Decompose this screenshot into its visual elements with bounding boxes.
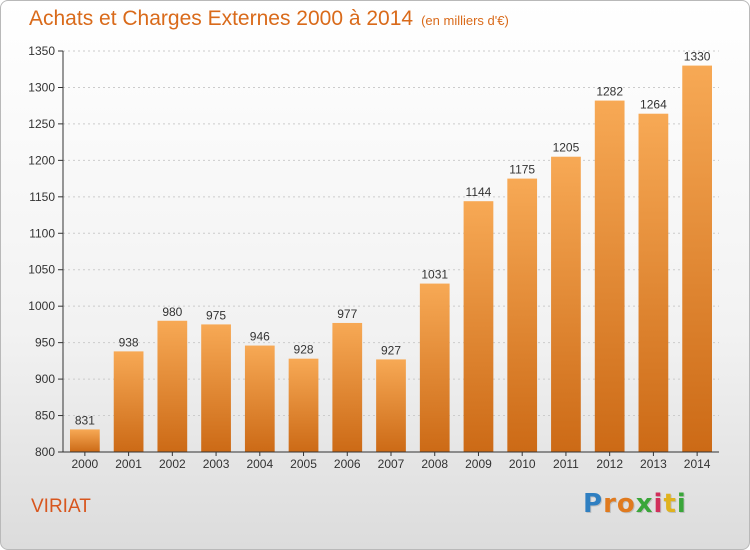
x-tick-label: 2005 [290, 457, 317, 471]
x-tick-label: 2006 [334, 457, 361, 471]
bar [288, 358, 319, 452]
bar [69, 429, 100, 452]
data-label: 1175 [509, 163, 535, 177]
chart-title-text: Achats et Charges Externes 2000 à 2014 [29, 7, 414, 30]
y-tick-label: 800 [35, 445, 55, 459]
y-tick-label: 1000 [28, 299, 55, 313]
bar [507, 178, 538, 452]
x-tick-label: 2008 [421, 457, 448, 471]
logo-letter: t [663, 489, 677, 519]
y-tick-label: 1250 [28, 117, 55, 131]
data-label: 1205 [553, 141, 580, 155]
data-label: 946 [250, 330, 270, 344]
data-label: 928 [294, 343, 314, 357]
data-label: 831 [75, 413, 95, 427]
x-tick-label: 2002 [159, 457, 186, 471]
labels: 831 938 980 975 946 928 977 927 1031 1144 1175 1205… [75, 50, 711, 428]
x-tick-label: 2013 [640, 457, 667, 471]
x-tick-label: 2003 [203, 457, 230, 471]
logo-letter: o [616, 489, 636, 519]
y-tick-label: 1200 [28, 153, 55, 167]
logo-letter: i [653, 489, 664, 519]
x-tick-label: 2000 [72, 457, 99, 471]
data-label: 927 [381, 343, 401, 357]
data-label: 975 [206, 308, 226, 322]
bar [419, 283, 450, 452]
bar [682, 65, 713, 452]
logo-letter: x [635, 489, 654, 519]
x-tick-label: 2012 [596, 457, 623, 471]
bars [69, 65, 713, 453]
logo-letter: i [676, 489, 687, 519]
y-tick-label: 900 [35, 372, 55, 386]
data-label: 1144 [466, 185, 492, 199]
x-tick-label: 2010 [509, 457, 536, 471]
chart-subtitle: (en milliers d'€) [421, 13, 509, 28]
bar [376, 359, 406, 452]
data-label: 1031 [421, 268, 448, 282]
bar [551, 156, 581, 452]
y-tick-label: 1100 [29, 226, 55, 240]
commune-name: VIRIAT [31, 496, 91, 517]
y-tick-label: 850 [35, 409, 55, 423]
bar [332, 322, 363, 452]
x-tick-label: 2014 [684, 457, 711, 471]
bar [638, 113, 669, 453]
bar [463, 201, 494, 452]
data-label: 938 [119, 335, 139, 349]
y-tick-label: 1150 [29, 190, 55, 204]
axes: 800 850 900 950 1000 1050 1100 1150 1200 1250 1300… [28, 44, 719, 471]
data-label: 1330 [684, 50, 711, 64]
data-label: 1282 [596, 85, 623, 99]
y-tick-label: 1300 [28, 80, 55, 94]
data-label: 980 [162, 305, 182, 319]
bar [244, 345, 275, 452]
logo-letter: P [583, 489, 604, 519]
bar [201, 324, 231, 452]
logo-letter: r [603, 489, 617, 519]
chart-title: Achats et Charges Externes 2000 à 2014 (e… [29, 7, 509, 31]
bar [157, 320, 188, 452]
y-tick-label: 1050 [28, 263, 55, 277]
x-tick-label: 2001 [115, 457, 142, 471]
x-tick-label: 2011 [553, 457, 579, 471]
data-label: 1264 [640, 98, 667, 112]
x-tick-label: 2007 [378, 457, 405, 471]
x-tick-label: 2009 [465, 457, 492, 471]
data-label: 977 [337, 307, 357, 321]
x-tick-label: 2004 [246, 457, 273, 471]
y-tick-label: 1350 [28, 44, 55, 58]
proxiti-logo[interactable]: Proxiti [583, 489, 687, 519]
bar [113, 351, 144, 452]
y-tick-label: 950 [35, 336, 55, 350]
bar [594, 100, 625, 452]
